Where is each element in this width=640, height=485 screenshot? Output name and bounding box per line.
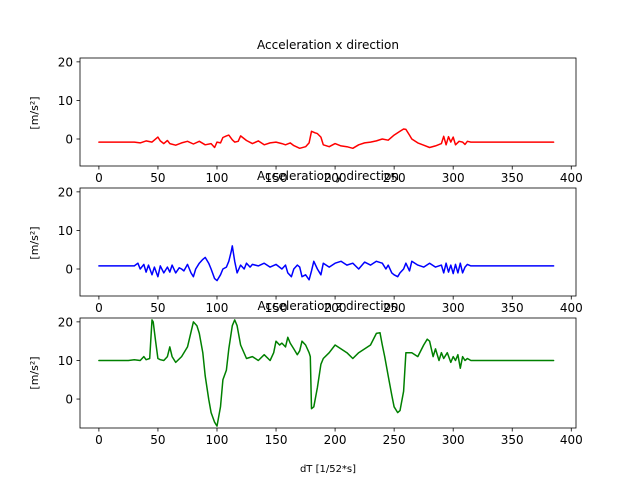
y-tick-label: 20 [58,185,73,199]
x-tick-label: 50 [150,301,165,315]
subplot-z-direction: Acceleration z direction [m/s²] dT [1/52… [28,299,583,475]
x-tick-label: 400 [560,433,583,447]
x-tick-label: 150 [265,171,288,185]
x-tick-label: 300 [442,301,465,315]
x-tick-label: 300 [442,433,465,447]
x-tick-label: 200 [324,433,347,447]
y-axis-label: [m/s²] [28,96,41,129]
x-tick-label: 200 [324,171,347,185]
x-tick-label: 250 [383,433,406,447]
x-tick-label: 50 [150,171,165,185]
series-line [98,128,555,150]
y-tick-label: 0 [65,393,73,407]
x-tick-label: 400 [560,171,583,185]
x-tick-label: 200 [324,301,347,315]
x-tick-label: 400 [560,301,583,315]
x-tick-label: 0 [95,433,103,447]
x-tick-label: 0 [95,171,103,185]
tick-group: 0 50 100 150 200 250 300 350 400 0 10 20 [58,185,583,315]
x-tick-label: 150 [265,433,288,447]
subplot-title: Acceleration x direction [257,38,399,52]
tick-group: 0 50 100 150 200 250 300 350 400 0 10 20 [58,55,583,185]
y-tick-label: 10 [58,224,73,238]
x-tick-label: 100 [206,171,229,185]
x-tick-label: 150 [265,301,288,315]
x-tick-label: 0 [95,301,103,315]
x-tick-label: 350 [501,171,524,185]
axes-frame [79,57,577,167]
x-tick-label: 350 [501,301,524,315]
series-line [98,245,555,282]
y-axis-label: [m/s²] [28,356,41,389]
y-tick-label: 0 [65,263,73,277]
y-axis-label: [m/s²] [28,226,41,259]
axes-frame [79,317,577,429]
series-line [98,319,555,427]
x-tick-label: 50 [150,433,165,447]
axes-frame [79,187,577,297]
x-tick-label: 250 [383,301,406,315]
x-axis-label: dT [1/52*s] [300,464,356,475]
x-tick-label: 100 [206,433,229,447]
subplot-x-direction: Acceleration x direction [m/s²] 0 50 100 15… [28,38,583,185]
y-tick-label: 10 [58,94,73,108]
y-tick-label: 20 [58,315,73,329]
y-tick-label: 20 [58,55,73,69]
subplot-y-direction: Acceleration y direction [m/s²] 0 50 100 15… [28,169,583,315]
x-tick-label: 350 [501,433,524,447]
subplot-title: Acceleration y direction [257,169,399,183]
x-tick-label: 100 [206,301,229,315]
y-tick-label: 10 [58,354,73,368]
subplot-title: Acceleration z direction [257,299,398,313]
tick-group: 0 50 100 150 200 250 300 350 400 0 10 20 [58,315,583,447]
x-tick-label: 300 [442,171,465,185]
x-tick-label: 250 [383,171,406,185]
y-tick-label: 0 [65,133,73,147]
